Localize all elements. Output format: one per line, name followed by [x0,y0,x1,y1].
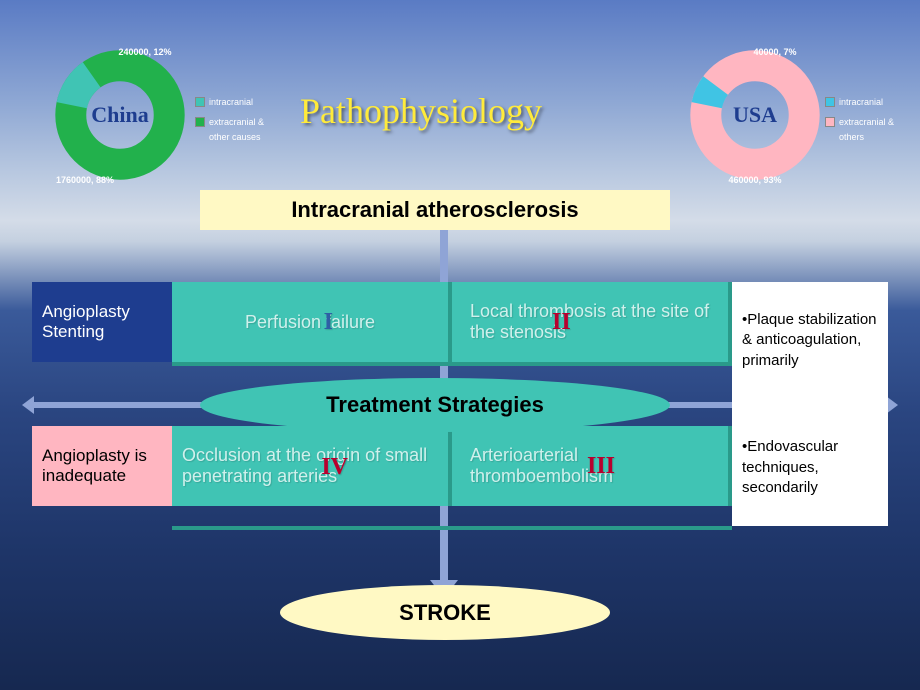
usa-donut-chart: USA 40000, 7% 460000, 93% [690,50,820,180]
china-donut-chart: China 240000, 12% 1760000, 88% [55,50,185,180]
roman-1: I [324,309,333,336]
legend-swatch-icon [825,117,835,127]
left-label-top: Angioplasty Stenting [32,282,172,362]
usa-slice1-value: 40000, 7% [745,48,805,58]
right-label-top: •Plaque stabilization & anticoagulation,… [742,310,878,371]
legend-label: intracranial [839,95,883,109]
usa-legend-item-2: extracranial & others [825,115,910,144]
stroke-oval: STROKE [280,585,610,640]
legend-swatch-icon [195,117,205,127]
quadrant-1: Perfusion failure I [172,282,452,362]
right-label-bottom: •Endovascular techniques, secondarily [742,437,878,498]
divider-bottom [172,526,732,530]
roman-3: III [587,453,615,480]
china-legend-item-2: extracranial & other causes [195,115,285,144]
legend-swatch-icon [195,97,205,107]
usa-slice2-value: 460000, 93% [720,176,790,186]
legend-swatch-icon [825,97,835,107]
left-label-bottom: Angioplasty is inadequate [32,426,172,506]
china-legend: intracranial extracranial & other causes [195,95,285,150]
china-label: China [91,102,148,128]
main-title: Pathophysiology [300,90,542,132]
q2-text: Local thrombosis at the site of the sten… [470,301,710,343]
legend-label: intracranial [209,95,253,109]
usa-legend: intracranial extracranial & others [825,95,910,150]
q1-text: Perfusion failure [245,312,375,333]
q4-text: Occlusion at the origin of small penetra… [182,445,438,487]
china-legend-item-1: intracranial [195,95,285,109]
china-slice2-value: 1760000, 88% [50,176,120,186]
right-labels: •Plaque stabilization & anticoagulation,… [732,282,888,526]
quadrant-2: Local thrombosis at the site of the sten… [452,282,732,362]
treatment-strategies-oval: Treatment Strategies [200,378,670,432]
intracranial-title-box: Intracranial atherosclerosis [200,190,670,230]
quadrant-3: Arterioarterial thromboembolism III [452,426,732,506]
china-slice1-value: 240000, 12% [115,48,175,58]
legend-label: extracranial & other causes [209,115,285,144]
roman-2: II [552,309,571,336]
roman-4: IV [321,454,348,481]
divider-top [172,362,732,366]
usa-legend-item-1: intracranial [825,95,910,109]
usa-label: USA [733,102,777,128]
legend-label: extracranial & others [839,115,910,144]
quadrant-4: Occlusion at the origin of small penetra… [172,426,452,506]
